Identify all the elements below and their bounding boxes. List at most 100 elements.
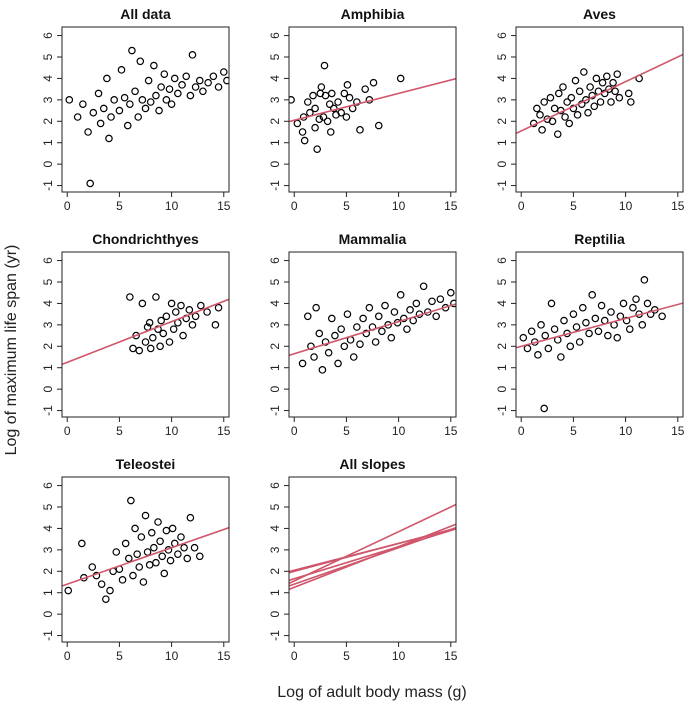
data-point [180,543,188,552]
y-tick-label: 6 [268,32,282,39]
regression-line [516,302,683,349]
data-point [320,61,329,70]
data-point [323,117,332,126]
y-tick-label: 6 [41,257,55,264]
data-point [79,100,87,108]
data-point [117,66,126,74]
data-point [412,299,421,308]
data-point [598,78,607,87]
data-point [160,70,169,78]
data-point [580,68,588,76]
data-point [78,539,86,548]
data-point [318,366,327,374]
panel-frame [61,251,230,418]
data-point [159,329,168,338]
data-point [102,595,110,603]
panel-frame [515,26,684,193]
y-tick-label: 6 [41,32,55,39]
data-point [406,306,414,314]
y-tick-label: -1 [41,630,55,641]
data-point [390,308,399,316]
regression-line [289,527,456,574]
plot-area [62,293,229,366]
y-tick-label: -1 [268,630,282,641]
data-point [171,308,180,316]
data-point [563,98,571,106]
data-point [396,291,405,299]
data-point [86,179,94,188]
y-tick-label: 2 [41,343,55,350]
panel-5: Reptilia 0 5 10 15 -1 0 1 2 3 4 5 6 [495,231,685,438]
y-tick-label: 6 [495,257,509,264]
data-point [125,554,133,563]
regression-line [516,53,683,135]
y-tick-label: 3 [268,321,282,328]
x-tick-label: 5 [116,199,123,213]
data-point [118,576,127,584]
y-tick-label: 5 [268,53,282,60]
x-tick-label: 10 [392,424,406,438]
x-tick-label: 5 [343,424,350,438]
data-point [106,586,114,595]
data-point [540,98,548,106]
data-point [591,314,600,323]
data-point [170,74,179,83]
panel-7: All slopes 0 5 10 15 -1 0 1 2 3 4 5 6 [268,456,458,663]
data-point [575,338,584,346]
data-point [162,526,171,535]
data-point [334,98,342,106]
data-point [396,74,405,83]
plot-area [289,503,456,591]
data-point [131,524,139,533]
data-point [303,98,312,106]
y-tick-label: 6 [268,482,282,489]
y-tick-label: 4 [268,75,282,82]
data-point [519,333,528,342]
data-point [565,119,574,128]
y-tick-label: 6 [495,32,509,39]
x-tick-label: 15 [444,424,458,438]
panel-6: Teleostei 0 5 10 15 -1 0 1 2 3 4 5 6 [41,456,231,663]
data-point [361,85,369,93]
data-point [135,563,144,571]
y-tick-label: 2 [268,343,282,350]
data-point [566,342,575,351]
y-tick-label: 0 [41,610,55,617]
data-point [147,528,156,537]
data-point [450,299,456,308]
x-tick-label: 15 [217,199,231,213]
data-point [165,85,174,93]
data-point [214,83,223,91]
x-tick-label: 5 [116,649,123,663]
data-point [597,301,606,310]
data-point [162,312,171,321]
x-tick-label: 5 [343,649,350,663]
data-point [141,104,150,113]
data-point [166,556,175,565]
data-point [199,87,207,96]
plot-area [516,276,683,413]
y-tick-label: 0 [495,385,509,392]
data-point [624,89,633,98]
x-tick-label: 10 [392,199,406,213]
data-point [168,524,177,533]
y-tick-label: 2 [268,568,282,575]
panel-frame [61,476,230,643]
x-tick-label: 15 [217,649,231,663]
regression-line [289,303,456,357]
y-tick-label: 1 [268,139,282,146]
panel-title: Reptilia [574,231,625,247]
data-point [131,87,139,96]
data-point [300,136,309,145]
data-point [536,111,544,119]
panel-0: All data 0 5 10 15 -1 0 1 2 3 4 5 6 [41,6,231,213]
data-point [103,74,111,83]
data-point [141,511,150,520]
data-point [326,128,335,136]
y-tick-label: -1 [268,405,282,416]
y-tick-label: 6 [41,482,55,489]
data-point [345,93,354,102]
y-tick-label: 1 [495,364,509,371]
data-point [191,312,200,321]
